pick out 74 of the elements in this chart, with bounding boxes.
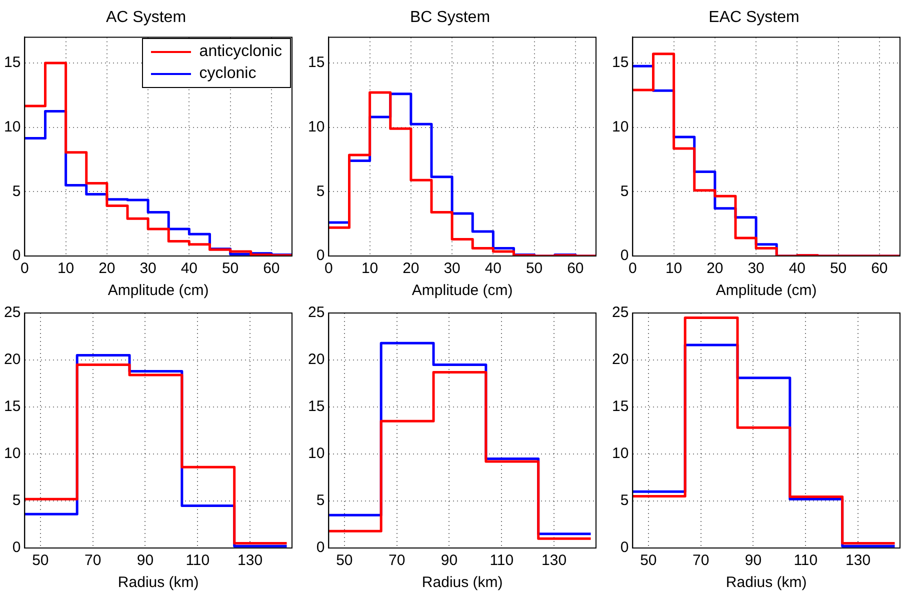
x-axis-title: Amplitude (cm) bbox=[108, 282, 209, 300]
x-tick-label: 90 bbox=[440, 552, 458, 570]
x-tick-label: 30 bbox=[140, 260, 156, 278]
y-tick-label: 0 bbox=[620, 539, 629, 556]
x-tick-label: 10 bbox=[57, 260, 74, 278]
y-tick-label: 10 bbox=[612, 118, 629, 136]
y-tick-label: 0 bbox=[316, 539, 325, 556]
x-axis-title: Radius (km) bbox=[726, 574, 807, 592]
chart-title: EAC System bbox=[708, 9, 800, 26]
y-tick-label: 25 bbox=[308, 304, 325, 322]
x-tick-label: 70 bbox=[692, 552, 710, 570]
x-tick-label: 60 bbox=[263, 260, 280, 278]
x-tick-label: 50 bbox=[640, 552, 657, 570]
x-tick-label: 40 bbox=[484, 260, 502, 278]
legend-label: cyclonic bbox=[199, 64, 256, 84]
x-tick-label: 50 bbox=[526, 260, 543, 278]
y-tick-label: 15 bbox=[308, 398, 325, 416]
x-tick-label: 40 bbox=[180, 260, 198, 278]
y-tick-label: 5 bbox=[12, 182, 21, 200]
y-tick-label: 10 bbox=[612, 445, 629, 462]
x-tick-label: 50 bbox=[222, 260, 239, 278]
x-tick-label: 20 bbox=[402, 260, 420, 278]
y-tick-label: 15 bbox=[612, 398, 629, 416]
x-tick-label: 20 bbox=[98, 260, 116, 278]
x-tick-label: 70 bbox=[388, 552, 406, 570]
y-tick-label: 25 bbox=[612, 304, 629, 322]
x-tick-label: 90 bbox=[136, 552, 154, 570]
x-tick-label: 50 bbox=[336, 552, 353, 570]
x-tick-label: 30 bbox=[748, 260, 764, 278]
y-tick-label: 10 bbox=[4, 118, 21, 136]
x-tick-label: 130 bbox=[846, 552, 871, 570]
x-tick-label: 110 bbox=[794, 552, 818, 570]
x-axis-title: Radius (km) bbox=[118, 574, 199, 592]
legend-label: anticyclonic bbox=[199, 42, 282, 62]
y-tick-label: 5 bbox=[620, 182, 629, 200]
x-tick-label: 50 bbox=[830, 260, 847, 278]
x-tick-label: 110 bbox=[186, 552, 210, 570]
chart-title: BC System bbox=[410, 9, 490, 26]
x-tick-label: 30 bbox=[444, 260, 460, 278]
y-tick-label: 15 bbox=[612, 54, 629, 72]
y-tick-label: 15 bbox=[308, 54, 325, 72]
x-tick-label: 110 bbox=[490, 552, 514, 570]
x-tick-label: 40 bbox=[788, 260, 806, 278]
y-tick-label: 0 bbox=[12, 247, 21, 264]
x-axis-title: Amplitude (cm) bbox=[412, 282, 513, 300]
y-tick-label: 5 bbox=[620, 492, 629, 510]
y-tick-label: 10 bbox=[308, 118, 325, 136]
y-tick-label: 0 bbox=[620, 247, 629, 264]
x-tick-label: 130 bbox=[542, 552, 567, 570]
x-tick-label: 130 bbox=[238, 552, 263, 570]
y-tick-label: 15 bbox=[4, 398, 21, 416]
chart-title: AC System bbox=[106, 9, 186, 26]
x-tick-label: 70 bbox=[84, 552, 102, 570]
x-axis-title: Radius (km) bbox=[422, 574, 503, 592]
y-tick-label: 0 bbox=[12, 539, 21, 556]
y-tick-label: 20 bbox=[4, 351, 21, 368]
y-tick-label: 25 bbox=[4, 304, 21, 322]
y-tick-label: 20 bbox=[308, 351, 325, 368]
x-tick-label: 10 bbox=[361, 260, 378, 278]
x-tick-label: 60 bbox=[871, 260, 888, 278]
y-tick-label: 5 bbox=[316, 492, 325, 510]
y-tick-label: 20 bbox=[612, 351, 629, 368]
x-tick-label: 90 bbox=[744, 552, 762, 570]
y-tick-label: 0 bbox=[316, 247, 325, 264]
x-tick-label: 20 bbox=[706, 260, 724, 278]
y-tick-label: 15 bbox=[4, 54, 21, 72]
x-tick-label: 50 bbox=[32, 552, 49, 570]
x-tick-label: 10 bbox=[665, 260, 682, 278]
y-tick-label: 5 bbox=[12, 492, 21, 510]
x-axis-title: Amplitude (cm) bbox=[716, 282, 817, 300]
x-tick-label: 60 bbox=[567, 260, 584, 278]
y-tick-label: 5 bbox=[316, 182, 325, 200]
y-tick-label: 10 bbox=[4, 445, 21, 462]
y-tick-label: 10 bbox=[308, 445, 325, 462]
